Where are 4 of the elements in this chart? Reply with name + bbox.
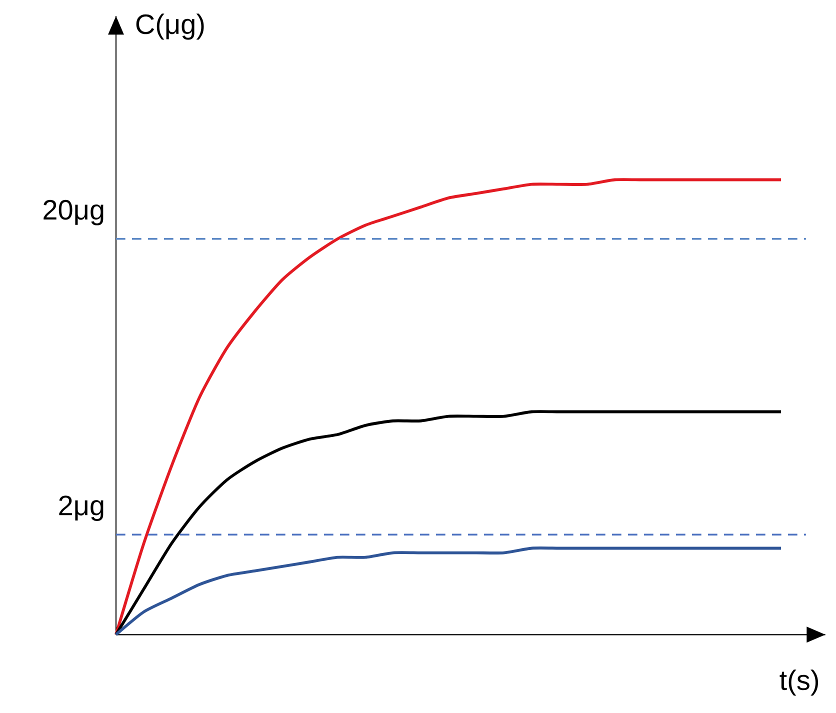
- ref-line-label: 20μg: [44, 200, 104, 226]
- text: C(μg): [136, 13, 204, 40]
- ref-line-label: 2μg: [59, 495, 104, 521]
- x-axis-title: t(s): [780, 669, 818, 696]
